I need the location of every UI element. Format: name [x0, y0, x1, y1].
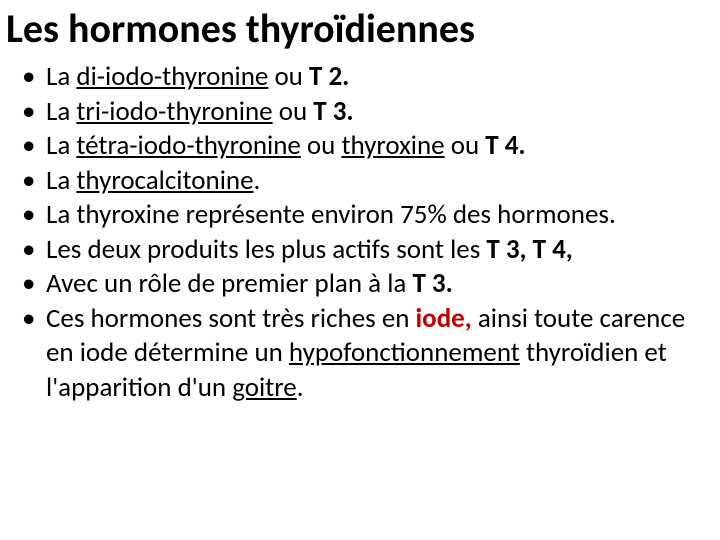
bullet-item: La tétra-iodo-thyronine ou thyroxine ou …: [22, 129, 706, 164]
bullet-item: La di-iodo-thyronine ou T 2.: [22, 60, 706, 95]
text-run: iode,: [416, 302, 472, 335]
slide-title: Les hormones thyroïdiennes: [6, 8, 706, 50]
text-run: T 2.: [309, 60, 349, 93]
text-run: T 3.: [412, 267, 452, 300]
text-run: tri-iodo-thyronine: [76, 95, 272, 128]
bullet-item: Ces hormones sont très riches en iode, a…: [22, 302, 706, 406]
text-run: thyroxine: [341, 129, 444, 162]
text-run: .: [297, 371, 304, 404]
text-run: Avec un rôle de premier plan à la: [46, 267, 412, 300]
text-run: La: [46, 60, 76, 93]
text-run: ou: [301, 129, 342, 162]
text-run: T 3, T 4,: [486, 233, 572, 266]
text-run: La: [46, 164, 76, 197]
text-run: La: [46, 129, 76, 162]
text-run: Les deux produits les plus actifs sont l…: [46, 233, 486, 266]
text-run: tétra-iodo-thyronine: [76, 129, 300, 162]
text-run: ou: [273, 95, 314, 128]
bullet-item: Avec un rôle de premier plan à la T 3.: [22, 267, 706, 302]
text-run: T 4.: [485, 129, 525, 162]
bullet-item: La thyrocalcitonine.: [22, 164, 706, 199]
text-run: hypofonctionnement: [289, 336, 520, 369]
text-run: ou: [445, 129, 486, 162]
bullet-list: La di-iodo-thyronine ou T 2.La tri-iodo-…: [6, 60, 706, 405]
text-run: T 3.: [313, 95, 353, 128]
text-run: Ces hormones sont très riches en: [46, 302, 416, 335]
text-run: thyrocalcitonine: [76, 164, 253, 197]
bullet-item: La tri-iodo-thyronine ou T 3.: [22, 95, 706, 130]
text-run: La: [46, 95, 76, 128]
text-run: di-iodo-thyronine: [76, 60, 268, 93]
text-run: ou: [268, 60, 309, 93]
bullet-item: Les deux produits les plus actifs sont l…: [22, 233, 706, 268]
text-run: goitre: [232, 371, 297, 404]
text-run: La thyroxine représente environ 75% des …: [46, 198, 616, 231]
text-run: .: [254, 164, 261, 197]
bullet-item: La thyroxine représente environ 75% des …: [22, 198, 706, 233]
slide: Les hormones thyroïdiennes La di-iodo-th…: [0, 0, 720, 540]
